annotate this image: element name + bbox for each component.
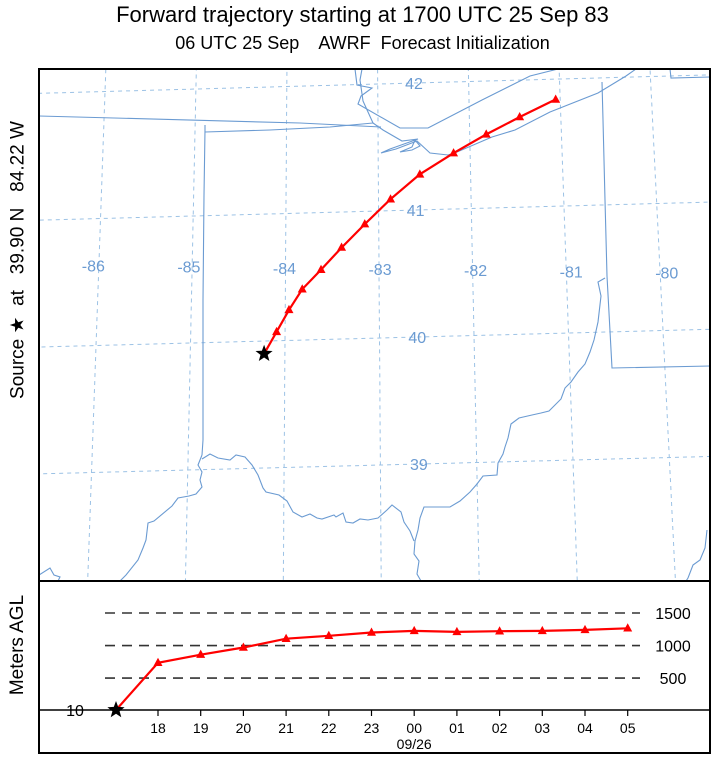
- state-border-mi-oh: [204, 122, 374, 133]
- height-frame: [38, 580, 711, 754]
- lat-tick-label: 42: [405, 76, 423, 93]
- lat-gridline: [39, 201, 710, 221]
- trajectory-point: [297, 284, 307, 293]
- lon-gridline: [184, 69, 197, 581]
- time-tick-label: 19: [193, 720, 209, 736]
- state-border-ny-pa: [669, 69, 710, 79]
- source-star-marker: [255, 344, 273, 361]
- lon-tick-label: -86: [82, 258, 105, 275]
- state-border-in-oh: [201, 125, 206, 456]
- height-line: [115, 627, 628, 711]
- lat-tick-label: 39: [410, 457, 428, 474]
- lon-tick-label: -80: [655, 266, 678, 283]
- time-tick-label: 18: [150, 720, 166, 736]
- state-border-pa-oh: [601, 81, 710, 369]
- west-virginia-border: [685, 529, 708, 581]
- height-point: [367, 627, 376, 636]
- trajectory-point: [360, 219, 370, 228]
- trajectory-layer: [255, 94, 561, 361]
- height-panel: 1500 1000 500 10 18 19 20 21 22 23 00 01 02 03 04 05 09/…: [39, 606, 710, 752]
- lat-gridline: [39, 74, 710, 94]
- lat-gridline: [39, 455, 710, 475]
- lon-gridline: [377, 69, 382, 581]
- height-point: [537, 625, 547, 635]
- time-tick-label: 02: [492, 720, 508, 736]
- trajectory-point: [481, 129, 491, 138]
- height-point: [153, 657, 163, 667]
- height-point: [238, 642, 248, 651]
- ohio-river: [413, 277, 606, 581]
- lon-tick-label: -81: [560, 264, 583, 281]
- lat-tick-label: 41: [407, 203, 425, 220]
- lon-tick-label: -83: [368, 262, 391, 279]
- height-tick-label: 500: [660, 671, 687, 688]
- lon-tick-label: -84: [273, 261, 296, 278]
- state-border-mi-in: [39, 115, 382, 128]
- trajectory-point: [337, 242, 347, 251]
- height-point: [580, 624, 590, 634]
- lon-gridline: [558, 69, 578, 581]
- lake-shore-detroit: [359, 69, 374, 124]
- height-point: [409, 625, 419, 635]
- indiana-sw-border: [39, 567, 61, 581]
- chart-title: Forward trajectory starting at 1700 UTC …: [116, 2, 609, 27]
- trajectory-point: [272, 326, 282, 336]
- map-labels: -86 -85 -84 -83 -82 -81 -80 42 41 40 39: [82, 76, 679, 474]
- trajectory-point: [284, 304, 294, 314]
- map-grid: [39, 69, 710, 581]
- height-point: [281, 633, 291, 642]
- trajectory-line: [263, 98, 557, 355]
- time-tick-label: 22: [321, 720, 337, 736]
- date-label: 09/26: [397, 736, 432, 752]
- time-tick-label: 05: [620, 720, 636, 736]
- trajectory-point: [386, 194, 396, 203]
- trajectory-point: [316, 264, 326, 273]
- height-point: [495, 626, 505, 635]
- time-tick-label: 04: [577, 720, 593, 736]
- time-tick-label: 03: [535, 720, 551, 736]
- height-point: [623, 623, 633, 632]
- trajectory-point: [415, 169, 425, 178]
- lat-tick-label: 40: [408, 330, 426, 347]
- height-source-star: [107, 701, 125, 718]
- time-tick-label: 01: [449, 720, 465, 736]
- height-tick-label: 1500: [655, 606, 691, 623]
- lon-gridline: [87, 69, 107, 581]
- trajectory-point: [551, 94, 561, 103]
- lon-gridline: [467, 69, 480, 581]
- time-tick-label: 23: [364, 720, 380, 736]
- lon-gridline: [649, 69, 676, 581]
- lon-tick-label: -85: [177, 260, 200, 277]
- map-borders: [39, 69, 710, 581]
- trajectory-point: [515, 111, 525, 121]
- height-point: [196, 649, 206, 658]
- time-tick-label: 21: [278, 720, 294, 736]
- time-tick-label: 20: [236, 720, 252, 736]
- lon-tick-label: -82: [464, 263, 487, 280]
- height-point: [452, 626, 462, 636]
- lake-erie-south-shore: [372, 69, 637, 156]
- chart-subtitle: 06 UTC 25 Sep AWRF Forecast Initializati…: [175, 33, 550, 53]
- baseline-label: 10: [66, 703, 84, 720]
- lake-erie-islands: [399, 138, 421, 153]
- lat-gridline: [39, 328, 710, 348]
- height-tick-label: 1000: [655, 639, 691, 656]
- trajectory-point: [449, 148, 459, 157]
- kentucky-ohio-border: [119, 453, 415, 581]
- lake-shore-north: [354, 69, 559, 129]
- height-point: [324, 630, 334, 640]
- time-tick-label: 00: [406, 720, 422, 736]
